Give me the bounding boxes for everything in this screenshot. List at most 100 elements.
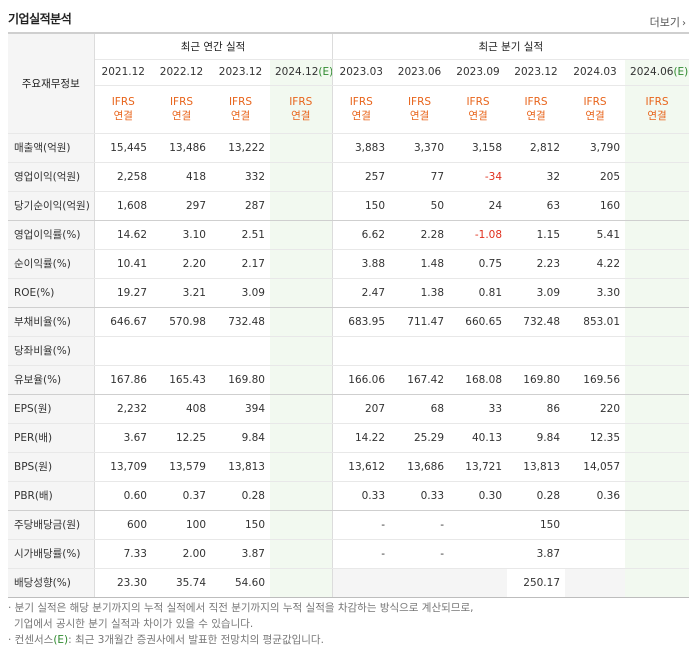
table-cell: 100 (152, 510, 211, 540)
table-cell: 169.56 (565, 365, 626, 395)
row-label: PBR(배) (8, 481, 95, 511)
table-cell: 2,258 (94, 162, 152, 192)
table-cell (625, 394, 690, 424)
table-cell: 0.37 (152, 481, 211, 511)
table-cell (270, 539, 333, 569)
period-header: 2021.12 (94, 59, 152, 86)
table-row: 영업이익(억원) 2,258 418 332 257 77 -34 32 205 (8, 162, 690, 192)
table-cell (625, 278, 690, 308)
more-link[interactable]: 더보기 › (650, 14, 686, 30)
table-row: PER(배) 3.67 12.25 9.84 14.22 25.29 40.13 9.84 12… (8, 423, 690, 453)
table-cell: 68 (390, 394, 450, 424)
table-cell: 13,579 (152, 452, 211, 482)
table-cell: - (390, 539, 450, 569)
table-cell (625, 539, 690, 569)
table-cell: 14,057 (565, 452, 626, 482)
table-cell: 2.51 (211, 220, 270, 250)
table-cell: -1.08 (449, 220, 508, 250)
table-cell: 3.30 (565, 278, 626, 308)
table-row: 순이익률(%) 10.41 2.20 2.17 3.88 1.48 0.75 2.23 4.22 (8, 249, 690, 279)
row-label: PER(배) (8, 423, 95, 453)
table-cell (332, 336, 391, 366)
table-cell: 205 (565, 162, 626, 192)
table-cell: 732.48 (211, 307, 270, 337)
section-title: 기업실적분석 (8, 12, 72, 26)
table-cell (625, 191, 690, 221)
table-cell (625, 307, 690, 337)
table-cell: 418 (152, 162, 211, 192)
chevron-right-icon: › (682, 18, 686, 29)
table-cell (270, 452, 333, 482)
table-row: 시가배당률(%) 7.33 2.00 3.87- -3.87 (8, 539, 690, 569)
table-row: 부채비율(%) 646.67 570.98 732.48 683.95 711.47 660… (8, 307, 690, 337)
table-cell (449, 539, 508, 569)
period-header: 2023.09 (449, 59, 508, 86)
table-cell: 33 (449, 394, 508, 424)
ifrs-label: IFRS 연결 (332, 85, 391, 134)
table-cell (270, 568, 333, 598)
ifrs-label: IFRS 연결 (152, 85, 211, 134)
table-cell (565, 539, 626, 569)
row-label: 시가배당률(%) (8, 539, 95, 569)
table-row: 유보율(%) 167.86 165.43 169.80 166.06 167.42 168.… (8, 365, 690, 395)
period-header: 2023.06 (390, 59, 450, 86)
table-cell: 32 (507, 162, 566, 192)
table-cell: 40.13 (449, 423, 508, 453)
table-cell: 63 (507, 191, 566, 221)
table-cell: 50 (390, 191, 450, 221)
table-cell (270, 162, 333, 192)
table-cell (625, 162, 690, 192)
table-row: ROE(%) 19.27 3.21 3.09 2.47 1.38 0.81 3.09 3.30 (8, 278, 690, 308)
table-cell: 2,812 (507, 133, 566, 163)
table-cell: 408 (152, 394, 211, 424)
table-cell: 0.60 (94, 481, 152, 511)
table-cell (270, 336, 333, 366)
table-cell: 0.33 (332, 481, 391, 511)
table-cell: 150 (507, 510, 566, 540)
table-cell (270, 510, 333, 540)
table-cell (332, 568, 391, 598)
ifrs-label: IFRS 연결 (94, 85, 152, 134)
table-cell: 3.67 (94, 423, 152, 453)
ifrs-label: IFRS 연결 (507, 85, 566, 134)
table-cell (449, 510, 508, 540)
table-cell: 207 (332, 394, 391, 424)
table-cell: 15,445 (94, 133, 152, 163)
row-label: 매출액(억원) (8, 133, 95, 163)
table-cell: 3.09 (211, 278, 270, 308)
table-cell: 646.67 (94, 307, 152, 337)
row-label: 당기순이익(억원) (8, 191, 95, 221)
table-cell: 25.29 (390, 423, 450, 453)
table-cell (270, 191, 333, 221)
table-row: PBR(배) 0.60 0.37 0.28 0.33 0.33 0.30 0.28 0.36 (8, 481, 690, 511)
period-header: 2023.12 (211, 59, 270, 86)
row-label: 순이익률(%) (8, 249, 95, 279)
table-cell: 13,813 (211, 452, 270, 482)
table-cell: 0.28 (211, 481, 270, 511)
table-cell (625, 336, 690, 366)
footnote-quarterly: · 분기 실적은 해당 분기까지의 누적 실적에서 직전 분기까지의 누적 실적… (8, 602, 474, 614)
table-cell: 2.28 (390, 220, 450, 250)
table-cell: 3.10 (152, 220, 211, 250)
row-label: 영업이익률(%) (8, 220, 95, 250)
table-cell (565, 510, 626, 540)
table-cell (449, 568, 508, 598)
table-cell: 0.33 (390, 481, 450, 511)
table-cell: 9.84 (507, 423, 566, 453)
estimate-mark: (E) (673, 66, 689, 78)
table-cell: 14.22 (332, 423, 391, 453)
table-cell (625, 452, 690, 482)
table-cell: 12.25 (152, 423, 211, 453)
table-cell: 332 (211, 162, 270, 192)
table-cell: 2.00 (152, 539, 211, 569)
table-cell: 250.17 (507, 568, 566, 598)
ifrs-label: IFRS 연결 (449, 85, 508, 134)
table-cell: - (332, 510, 391, 540)
period-header: 2024.03 (565, 59, 626, 86)
table-cell: 13,486 (152, 133, 211, 163)
table-cell (565, 568, 626, 598)
table-cell: 1.38 (390, 278, 450, 308)
table-cell: 3,883 (332, 133, 391, 163)
ifrs-label: IFRS 연결 (270, 85, 333, 134)
table-cell (625, 510, 690, 540)
